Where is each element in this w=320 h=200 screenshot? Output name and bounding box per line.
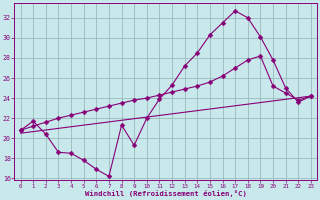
X-axis label: Windchill (Refroidissement éolien,°C): Windchill (Refroidissement éolien,°C) [85, 190, 247, 197]
